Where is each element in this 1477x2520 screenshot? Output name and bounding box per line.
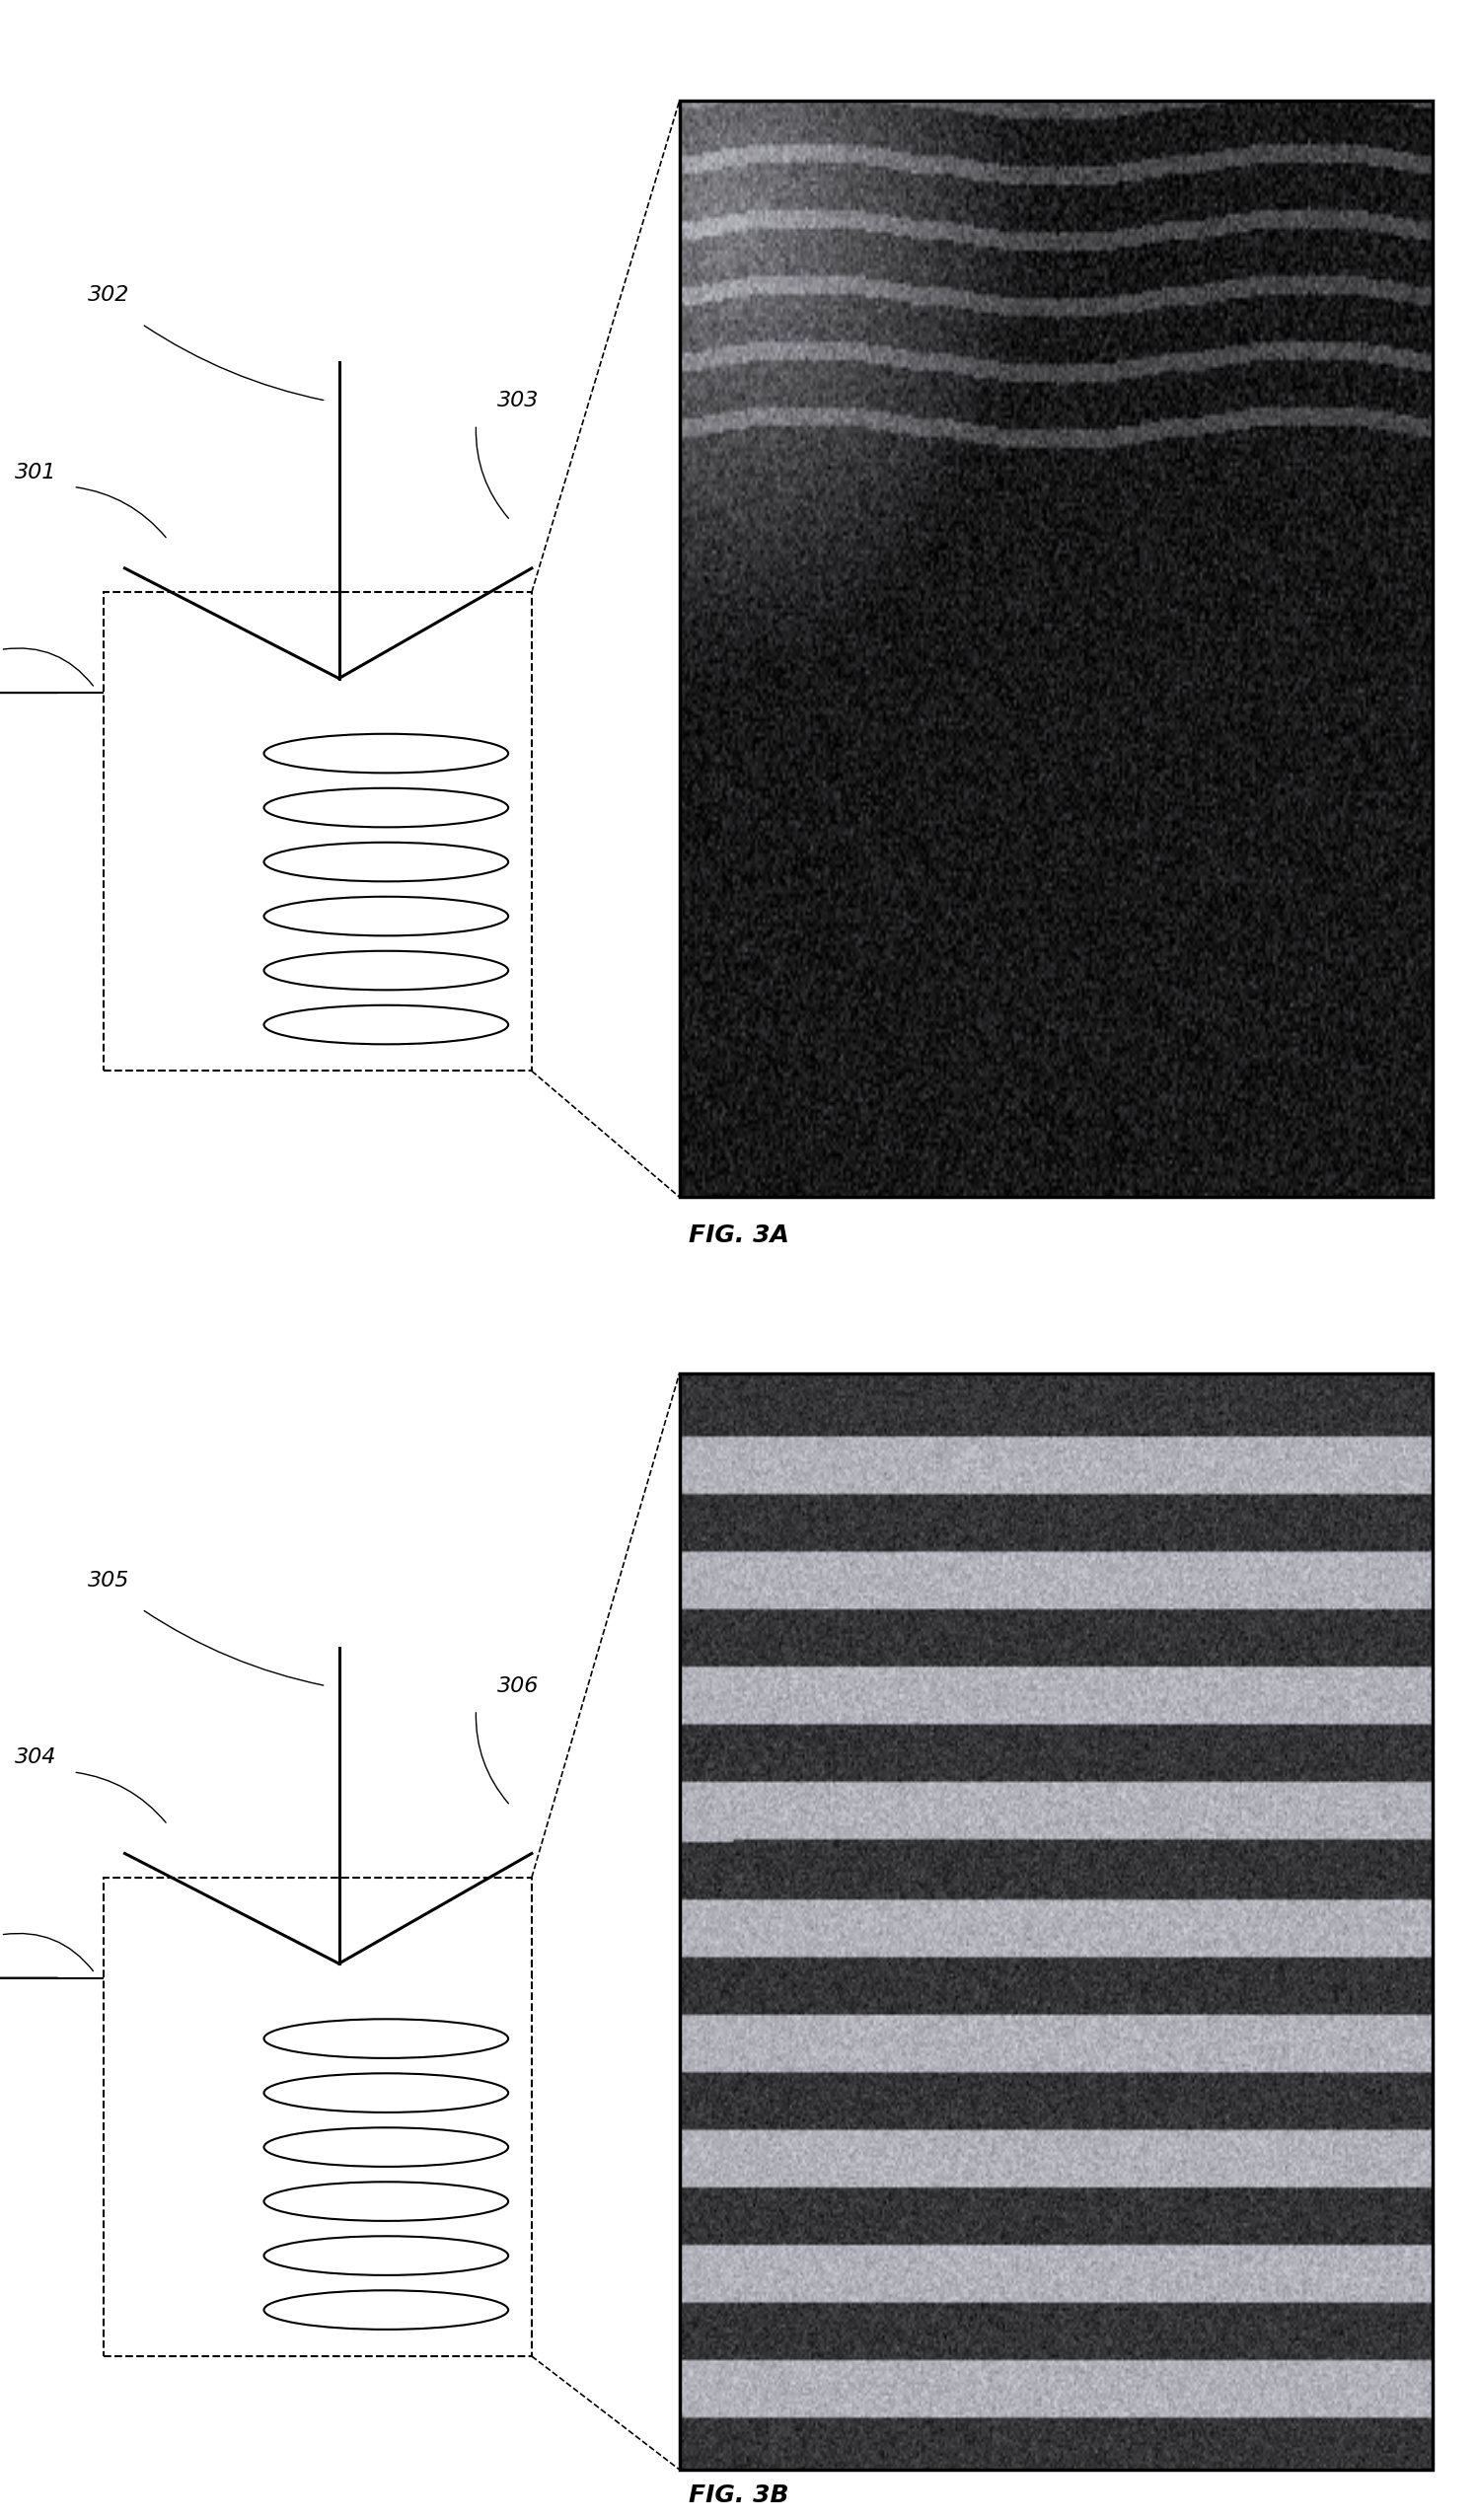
Text: 301: 301	[15, 464, 56, 481]
Text: FIG. 3B: FIG. 3B	[688, 2485, 789, 2507]
Text: 306: 306	[498, 1676, 539, 1696]
Text: 305: 305	[87, 1570, 128, 1590]
Bar	[679, 1373, 1433, 2470]
Bar	[103, 1877, 532, 2356]
Text: 304: 304	[15, 1749, 56, 1767]
Text: FIG. 3A: FIG. 3A	[688, 1225, 789, 1247]
Text: 303: 303	[498, 391, 539, 411]
Text: 302: 302	[87, 285, 128, 305]
Bar	[679, 101, 1433, 1197]
Bar	[103, 592, 532, 1071]
